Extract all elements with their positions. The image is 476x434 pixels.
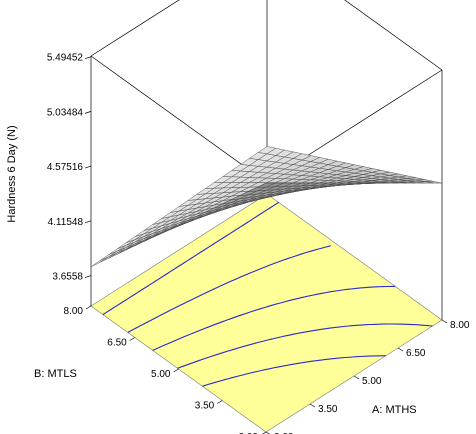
y-tick-label-1: 3.50	[195, 401, 215, 412]
y-tick-label-4: 8.00	[64, 306, 84, 317]
box-edge-3	[90, 0, 180, 57]
z-tick-label-1: 4.11548	[48, 217, 84, 228]
contour-line-2	[152, 285, 396, 351]
floor-plane	[90, 193, 443, 433]
z-tick-mark-4	[84, 56, 92, 59]
floor-plane-layer	[90, 193, 443, 433]
surface-cell-0-0	[257, 182, 275, 188]
surface-cell-1-19	[99, 250, 118, 261]
x-tick-label-1: 3.50	[318, 404, 338, 415]
contour-line-3	[177, 323, 433, 369]
z-tick-mark-2	[84, 165, 92, 169]
z-tick-label-2: 4.57516	[47, 162, 84, 173]
y-tick-label-0: 2.00	[239, 432, 259, 434]
y-tick-mark-1	[217, 400, 223, 404]
z-tick-label-0: 3.6558	[52, 272, 83, 283]
contour-line-0	[102, 201, 279, 316]
x-tick-mark-3	[397, 347, 404, 352]
contour-line-1	[127, 245, 331, 333]
x-tick-label-4: 8.00	[450, 320, 470, 331]
x-tick-label-3: 6.50	[406, 348, 426, 359]
y-tick-mark-4	[85, 305, 92, 310]
z-tick-mark-1	[84, 220, 92, 224]
y-tick-mark-3	[129, 337, 135, 341]
y-tick-label-3: 6.50	[107, 338, 127, 349]
floor-contours-layer	[102, 201, 433, 387]
z-tick-label-4: 5.49452	[47, 53, 84, 64]
box-edge-5	[90, 55, 267, 183]
z-tick-mark-0	[84, 275, 92, 278]
z-tick-mark-3	[84, 111, 92, 114]
contour-line-4	[202, 355, 386, 387]
axis-ticks-layer: 3.6558 4.11548 4.57516 5.03484 5.49452 2.00 3.…	[47, 53, 470, 434]
y-axis-label: B: MTLS	[34, 368, 77, 380]
x-tick-mark-2	[353, 375, 360, 380]
box-edge-4	[344, 0, 443, 71]
x-axis-label: A: MTHS	[372, 404, 417, 416]
x-tick-mark-4	[441, 319, 448, 324]
x-tick-mark-1	[309, 403, 316, 408]
x-tick-label-2: 5.00	[362, 376, 382, 387]
z-tick-label-3: 5.03484	[47, 107, 84, 118]
x-tick-label-0: 2.00	[274, 432, 294, 434]
y-tick-mark-2	[173, 368, 179, 373]
z-axis-label: Hardness 6 Day (N)	[6, 125, 18, 222]
surface-mesh-layer	[90, 146, 443, 267]
y-tick-label-2: 5.00	[151, 369, 171, 380]
